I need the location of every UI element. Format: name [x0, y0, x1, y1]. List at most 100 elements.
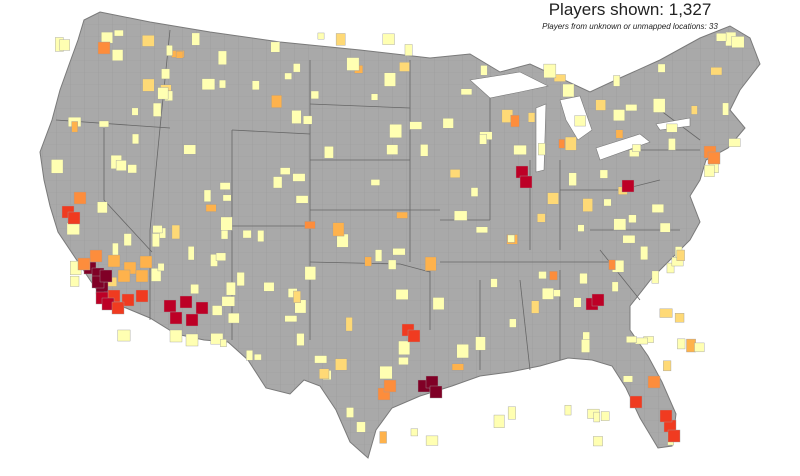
county-cell: [205, 204, 217, 212]
county-kern-ca: [89, 249, 103, 263]
county-harris-tx: [429, 385, 443, 399]
county-cell: [603, 198, 612, 207]
county-cell: [284, 315, 298, 323]
county-broward-fl: [659, 409, 673, 423]
county-hillsborough-fl: [629, 395, 643, 409]
players-shown-count: 1,327: [668, 0, 712, 19]
county-cell: [191, 32, 200, 46]
county-cell: [513, 144, 527, 155]
county-cell: [219, 182, 231, 190]
county-cell: [152, 233, 160, 248]
county-cell: [623, 375, 633, 383]
county-cell: [573, 297, 582, 308]
county-cell: [379, 431, 387, 444]
county-cell: [653, 98, 666, 113]
county-cell: [666, 262, 675, 274]
county-cell: [398, 340, 411, 355]
county-cell: [425, 435, 439, 446]
county-cell: [574, 115, 586, 127]
county-san-bernardino-ca: [107, 254, 121, 268]
county-cell: [375, 249, 383, 262]
county-cell: [228, 312, 240, 324]
county-cell: [386, 144, 399, 155]
county-cell: [51, 159, 64, 174]
state-borders: [55, 29, 701, 371]
county-cell: [157, 87, 169, 100]
county-cell: [70, 275, 80, 287]
county-cell: [531, 300, 540, 314]
county-cell: [451, 363, 464, 371]
county-cell: [628, 214, 637, 223]
county-cell: [382, 33, 395, 45]
county-cell: [166, 45, 173, 56]
county-cell: [509, 318, 517, 328]
county-bexar-tx: [383, 379, 397, 393]
county-cell: [142, 35, 155, 47]
county-cell: [236, 272, 245, 287]
highlighted-counties: [51, 29, 745, 447]
county-cell: [187, 246, 195, 261]
county-cell: [291, 110, 302, 124]
county-new-york-ny: [707, 151, 721, 165]
county-cell: [694, 342, 705, 353]
county-cell: [389, 124, 402, 139]
county-cell: [317, 32, 325, 40]
county-cell: [71, 121, 78, 133]
county-cell: [547, 192, 559, 205]
county-cell: [271, 95, 282, 108]
county-cell: [442, 118, 454, 129]
county-cell: [101, 31, 113, 44]
county-cell: [203, 189, 212, 202]
county-cell: [398, 357, 409, 366]
county-riverside-ca: [135, 289, 149, 303]
county-cell: [379, 365, 393, 380]
county-cell: [242, 230, 252, 239]
county-cell: [175, 51, 184, 59]
county-cell: [392, 248, 406, 256]
county-cell: [201, 78, 216, 91]
county-cell: [409, 121, 423, 130]
county-king-wa: [97, 41, 111, 55]
county-cell: [219, 79, 226, 89]
county-cell: [632, 144, 642, 152]
county-cell: [577, 224, 585, 232]
county-cell: [595, 99, 606, 111]
county-cell: [151, 268, 162, 282]
county-cell: [370, 93, 379, 101]
county-cell: [222, 194, 232, 202]
county-cell: [97, 201, 108, 214]
county-san-bernardino-ca: [135, 269, 149, 283]
county-cell: [622, 235, 636, 244]
county-cell: [613, 75, 621, 87]
county-riverside-ca: [121, 293, 135, 307]
county-cell: [190, 284, 199, 294]
county-cell: [593, 411, 600, 423]
county-cell: [280, 167, 291, 175]
county-cell: [507, 406, 516, 420]
county-cell: [112, 242, 119, 258]
county-cell: [383, 72, 396, 87]
county-cell: [668, 138, 676, 151]
county-cell: [171, 224, 181, 240]
county-san-bernardino-ca: [139, 255, 153, 269]
county-cell: [475, 226, 488, 234]
county-cell: [388, 259, 397, 270]
county-miami-dade-fl: [667, 429, 681, 443]
county-cell: [131, 107, 139, 116]
county-cell: [579, 273, 588, 285]
county-maricopa-az: [195, 301, 209, 315]
county-cell: [356, 421, 366, 433]
county-san-bernardino-ca: [117, 269, 131, 283]
county-cell: [599, 169, 608, 179]
county-cell: [314, 355, 328, 364]
county-cell: [480, 65, 488, 76]
county-cell: [613, 109, 625, 122]
players-shown-title: Players shown: 1,327: [470, 0, 790, 20]
county-cell: [613, 218, 627, 231]
county-cell: [263, 282, 275, 292]
county-cell: [346, 407, 354, 418]
county-cell: [364, 256, 372, 267]
county-cell: [257, 230, 265, 242]
county-maricopa-az: [185, 313, 199, 327]
